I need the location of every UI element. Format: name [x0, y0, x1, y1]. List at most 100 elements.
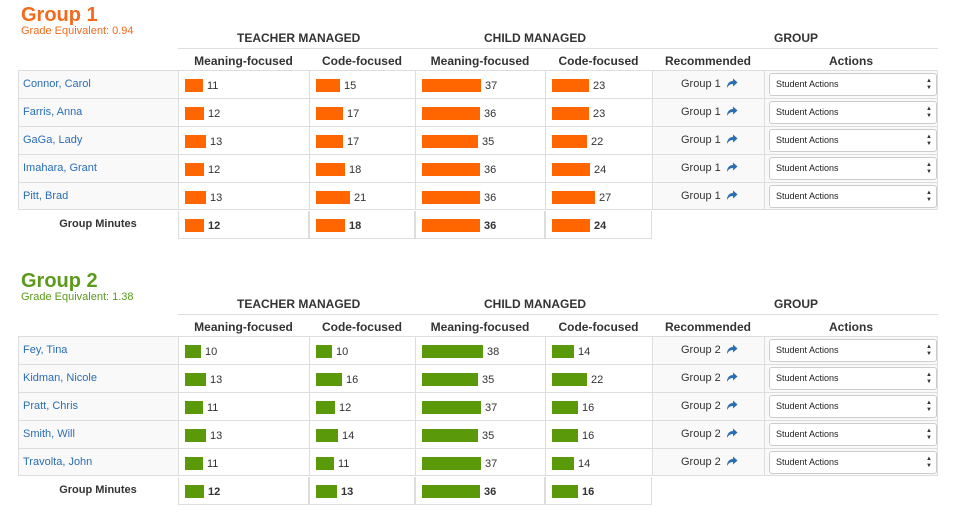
minutes-value: 17 — [347, 108, 360, 120]
minutes-value: 13 — [210, 374, 223, 386]
share-arrow-icon[interactable] — [726, 455, 738, 467]
minutes-value: 13 — [210, 430, 223, 442]
recommended-cell: Group 1 — [652, 126, 764, 154]
minutes-bar — [422, 135, 478, 148]
minutes-cell-tm: 13 — [178, 126, 309, 154]
group-total-value: 16 — [582, 486, 595, 498]
share-arrow-icon[interactable] — [726, 343, 738, 355]
minutes-bar — [552, 457, 574, 470]
student-name-link[interactable]: Farris, Anna — [23, 106, 83, 118]
minutes-bar — [316, 107, 343, 120]
student-actions-select[interactable]: Student Actions ▲ ▼ — [769, 367, 937, 390]
grade-equivalent: Grade Equivalent: 1.38 — [21, 291, 134, 303]
recommended-group: Group 2 — [681, 400, 721, 412]
student-name-link[interactable]: Kidman, Nicole — [23, 372, 97, 384]
minutes-value: 13 — [210, 192, 223, 204]
minutes-cell-tm: 11 — [178, 70, 309, 98]
minutes-value: 36 — [484, 108, 497, 120]
select-caret-icon: ▲ ▼ — [926, 134, 932, 147]
share-arrow-icon[interactable] — [726, 105, 738, 117]
recommended-cell: Group 1 — [652, 182, 764, 210]
minutes-cell-tc: 10 — [309, 336, 415, 364]
student-name-link[interactable]: Fey, Tina — [23, 344, 68, 356]
minutes-value: 16 — [582, 430, 595, 442]
minutes-value: 38 — [487, 346, 500, 358]
group-header: GROUP — [774, 297, 819, 311]
minutes-value: 37 — [485, 80, 498, 92]
header-divider — [178, 48, 938, 49]
recommended-group: Group 2 — [681, 372, 721, 384]
group-total-value: 18 — [349, 220, 362, 232]
minutes-bar — [185, 107, 204, 120]
minutes-cell-cm: 35 — [415, 126, 545, 154]
student-name-link[interactable]: Imahara, Grant — [23, 162, 97, 174]
share-arrow-icon[interactable] — [726, 371, 738, 383]
actions-cell: Student Actions ▲ ▼ — [764, 392, 938, 420]
student-name-link[interactable]: Connor, Carol — [23, 78, 91, 90]
actions-cell: Student Actions ▲ ▼ — [764, 336, 938, 364]
share-arrow-icon[interactable] — [726, 399, 738, 411]
minutes-cell-tm: 13 — [178, 420, 309, 448]
student-actions-select[interactable]: Student Actions ▲ ▼ — [769, 339, 937, 362]
recommended-group: Group 1 — [681, 78, 721, 90]
student-name-link[interactable]: Smith, Will — [23, 428, 75, 440]
student-actions-select[interactable]: Student Actions ▲ ▼ — [769, 101, 937, 124]
share-arrow-icon[interactable] — [726, 427, 738, 439]
actions-cell: Student Actions ▲ ▼ — [764, 98, 938, 126]
student-row: Imahara, Grant 12 18 36 — [18, 154, 938, 182]
student-actions-select[interactable]: Student Actions ▲ ▼ — [769, 423, 937, 446]
student-actions-select[interactable]: Student Actions ▲ ▼ — [769, 395, 937, 418]
student-actions-selected: Student Actions — [776, 191, 839, 201]
minutes-cell-tc: 21 — [309, 182, 415, 210]
recommended-cell: Group 2 — [652, 392, 764, 420]
minutes-cell-cm: 35 — [415, 364, 545, 392]
minutes-cell-tm: 11 — [178, 392, 309, 420]
student-name-link[interactable]: Pitt, Brad — [23, 190, 69, 202]
minutes-bar — [552, 163, 590, 176]
group-total-bar — [185, 219, 204, 232]
student-name-link[interactable]: Travolta, John — [23, 456, 93, 468]
recommended-group: Group 2 — [681, 456, 721, 468]
student-actions-select[interactable]: Student Actions ▲ ▼ — [769, 73, 937, 96]
minutes-value: 12 — [208, 108, 221, 120]
recommended-group: Group 1 — [681, 190, 721, 202]
group-total-value: 12 — [208, 486, 221, 498]
student-name-link[interactable]: Pratt, Chris — [23, 400, 79, 412]
minutes-value: 36 — [484, 192, 497, 204]
teacher-code-focused-header: Code-focused — [321, 320, 402, 334]
group-minutes-label: Group Minutes — [59, 218, 137, 230]
student-actions-selected: Student Actions — [776, 457, 839, 467]
group-minutes-row: Group Minutes 12 18 36 — [18, 211, 938, 239]
share-arrow-icon[interactable] — [726, 189, 738, 201]
student-name-cell: Farris, Anna — [18, 98, 178, 126]
child-managed-header: CHILD MANAGED — [484, 31, 586, 45]
minutes-bar — [552, 79, 589, 92]
teacher-managed-header: TEACHER MANAGED — [237, 31, 361, 45]
minutes-bar — [185, 457, 203, 470]
minutes-value: 18 — [349, 164, 362, 176]
student-actions-select[interactable]: Student Actions ▲ ▼ — [769, 185, 937, 208]
minutes-cell-tc: 17 — [309, 126, 415, 154]
share-arrow-icon[interactable] — [726, 77, 738, 89]
minutes-cell-tc: 17 — [309, 98, 415, 126]
recommended-group: Group 1 — [681, 134, 721, 146]
share-arrow-icon[interactable] — [726, 133, 738, 145]
minutes-cell-cc: 22 — [545, 364, 652, 392]
student-name-cell: Kidman, Nicole — [18, 364, 178, 392]
share-arrow-icon[interactable] — [726, 161, 738, 173]
student-actions-select[interactable]: Student Actions ▲ ▼ — [769, 129, 937, 152]
minutes-value: 23 — [593, 108, 606, 120]
minutes-cell-cc: 14 — [545, 448, 652, 476]
minutes-value: 16 — [582, 402, 595, 414]
minutes-cell-cm: 36 — [415, 182, 545, 210]
student-actions-select[interactable]: Student Actions ▲ ▼ — [769, 157, 937, 180]
student-name-link[interactable]: GaGa, Lady — [23, 134, 83, 146]
minutes-value: 11 — [207, 458, 219, 470]
student-actions-select[interactable]: Student Actions ▲ ▼ — [769, 451, 937, 474]
actions-cell: Student Actions ▲ ▼ — [764, 182, 938, 210]
minutes-bar — [316, 79, 340, 92]
minutes-cell-cm: 36 — [415, 98, 545, 126]
minutes-bar — [316, 135, 343, 148]
minutes-cell-tc: 18 — [309, 154, 415, 182]
group-title: Group 2 — [21, 270, 98, 292]
